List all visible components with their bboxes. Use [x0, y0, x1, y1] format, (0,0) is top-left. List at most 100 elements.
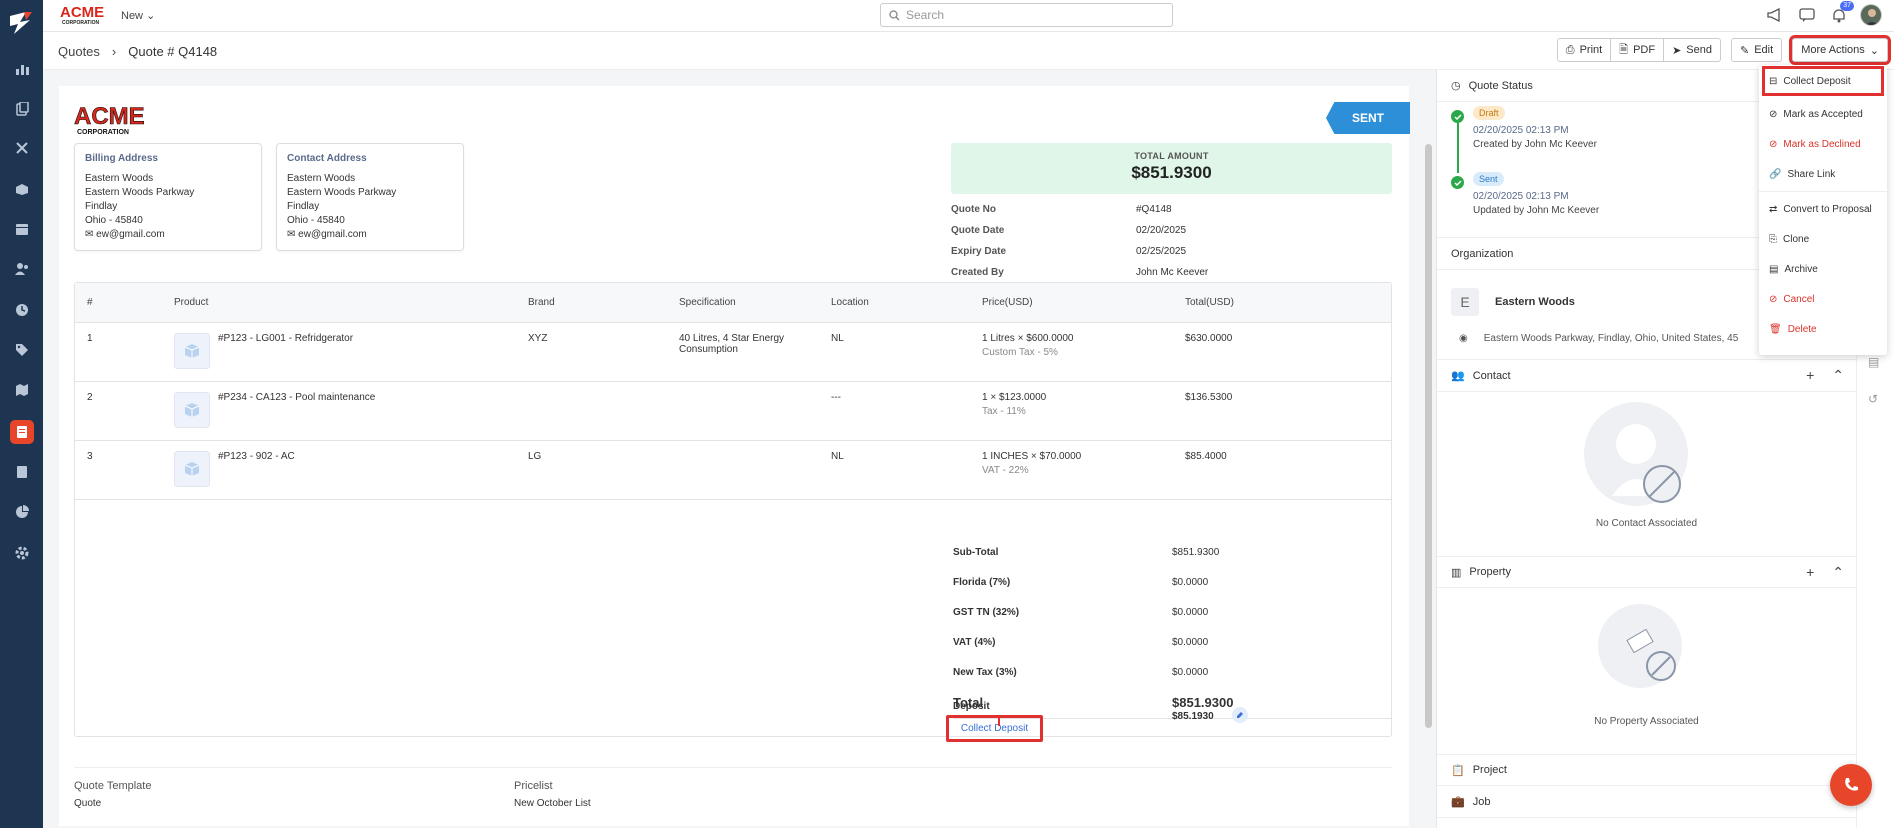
product-name[interactable]: #P123 - 902 - AC — [218, 451, 295, 462]
org-name[interactable]: Eastern Woods — [1495, 296, 1575, 308]
scrollbar-thumb[interactable] — [1425, 144, 1432, 728]
sidebar-documents-icon[interactable] — [0, 92, 43, 126]
sidebar-clock-icon[interactable] — [0, 293, 43, 327]
quote-meta: Quote No #Q4148 Quote Date 02/20/2025 Expi… — [951, 204, 1392, 288]
location: NL — [831, 333, 844, 344]
organization-card[interactable]: E Eastern Woods ◉ Eastern Woods Parkway, … — [1437, 270, 1856, 360]
menu-label: Cancel — [1783, 293, 1815, 305]
edit-button[interactable]: ✎ Edit — [1731, 38, 1783, 62]
sidebar-tag-icon[interactable] — [0, 333, 43, 367]
table-row: 2 #P234 - CA123 - Pool maintenance --- 1… — [75, 382, 1391, 441]
quote-footer-fields: Quote Template Quote Pricelist New October… — [74, 767, 1392, 809]
notes-icon[interactable]: ▤ — [1868, 355, 1880, 369]
chevron-up-icon[interactable]: ⌃ — [1832, 367, 1844, 383]
timeline-by: Created by John Mc Keever — [1473, 139, 1597, 150]
total-key: VAT (4%) — [953, 636, 996, 648]
sidebar-quotes-icon[interactable] — [0, 415, 43, 449]
total-amount-label: TOTAL AMOUNT — [1134, 151, 1209, 161]
sent-pill: Sent — [1473, 172, 1504, 186]
row-number: 2 — [87, 392, 93, 403]
phone-icon — [1845, 778, 1858, 791]
phone-fab[interactable] — [1830, 764, 1872, 806]
menu-label: Mark as Declined — [1783, 138, 1861, 150]
history-icon[interactable]: ↺ — [1868, 392, 1879, 406]
col-header: Specification — [679, 297, 736, 308]
contact-line1: Eastern Woods — [287, 173, 356, 184]
sidebar-dashboard-icon[interactable] — [0, 52, 43, 86]
new-button[interactable]: New ⌄ — [121, 9, 155, 22]
col-header: Total(USD) — [1185, 297, 1234, 308]
location: --- — [831, 392, 841, 403]
menu-clone[interactable]: ⎘ Clone — [1759, 224, 1887, 254]
grand-total-key: Total — [953, 695, 984, 710]
sidebar-calendar-icon[interactable] — [0, 212, 43, 246]
menu-convert-proposal[interactable]: ⇄ Convert to Proposal — [1759, 194, 1887, 224]
job-header: 💼Job ⌃ — [1437, 786, 1856, 818]
convert-icon: ⇄ — [1769, 203, 1778, 215]
timeline-item: Sent 02/20/2025 02:13 PM Updated by John… — [1451, 172, 1856, 238]
menu-collect-deposit[interactable]: ⊟ Collect Deposit — [1762, 66, 1884, 96]
tax: Custom Tax - 5% — [982, 347, 1058, 358]
cancel-icon: ⊘ — [1769, 293, 1778, 305]
meta-key: Created By — [951, 267, 1004, 278]
pdf-icon: 🗎 — [1619, 43, 1629, 56]
edit-deposit-icon[interactable] — [1232, 707, 1248, 723]
company-logo: ACME CORPORATION — [74, 102, 154, 139]
acme-logo[interactable]: ACME CORPORATION — [59, 3, 109, 26]
sidebar-invoices-icon[interactable] — [0, 455, 43, 489]
announcement-icon[interactable] — [1764, 4, 1786, 26]
notification-bell-icon[interactable]: 37 — [1828, 1, 1854, 26]
menu-share-link[interactable]: 🔗 Share Link — [1759, 159, 1887, 189]
chat-icon[interactable] — [1796, 4, 1818, 26]
clipboard-icon: 📋 — [1451, 764, 1465, 777]
main-scrollbar[interactable] — [1422, 70, 1436, 828]
collect-deposit-link[interactable]: Collect Deposit — [946, 715, 1043, 742]
sidebar-tools-icon[interactable] — [0, 131, 43, 165]
sidebar-contacts-icon[interactable] — [0, 252, 43, 286]
email-icon: ✉ — [287, 229, 296, 240]
add-contact-icon[interactable]: + — [1806, 367, 1815, 383]
line-total: $136.5300 — [1185, 392, 1233, 403]
breadcrumb-quotes[interactable]: Quotes — [58, 44, 100, 59]
menu-delete[interactable]: 🗑 Delete — [1759, 314, 1887, 344]
status-timeline: Draft 02/20/2025 02:13 PM Created by Joh… — [1437, 102, 1856, 238]
no-property-text: No Property Associated — [1594, 716, 1699, 727]
acme-logo-sub: CORPORATION — [62, 20, 100, 25]
menu-mark-accepted[interactable]: ⊘ Mark as Accepted — [1759, 99, 1887, 129]
total-key: GST TN (32%) — [953, 606, 1020, 618]
property-title: Property — [1469, 566, 1511, 578]
location: NL — [831, 451, 844, 462]
more-actions-button[interactable]: More Actions ⌄ — [1789, 35, 1891, 65]
send-button[interactable]: ➤ Send — [1663, 38, 1721, 62]
menu-cancel[interactable]: ⊘ Cancel — [1759, 284, 1887, 314]
product-name[interactable]: #P234 - CA123 - Pool maintenance — [218, 392, 376, 403]
meta-key: Quote No — [951, 204, 996, 215]
app-logo-icon[interactable] — [6, 8, 36, 38]
search-input[interactable]: Search — [880, 3, 1173, 27]
trash-icon: 🗑 — [1769, 323, 1782, 335]
chevron-up-icon[interactable]: ⌃ — [1832, 563, 1844, 580]
sidebar-reports-icon[interactable] — [0, 495, 43, 529]
sidebar-settings-icon[interactable] — [0, 536, 43, 570]
chevron-down-icon: ⌄ — [1869, 44, 1879, 57]
company-logo-text: ACME — [74, 103, 145, 130]
specification — [679, 392, 831, 440]
main-content: ACME CORPORATION SENT Billing Address Eas… — [43, 70, 1422, 828]
user-avatar[interactable] — [1860, 4, 1882, 26]
menu-archive[interactable]: ▤ Archive — [1759, 254, 1887, 284]
total-amount-box: TOTAL AMOUNT $851.9300 — [951, 143, 1392, 194]
meta-value: 02/20/2025 — [1136, 225, 1187, 236]
pdf-button[interactable]: 🗎 PDF — [1610, 38, 1665, 62]
menu-mark-declined[interactable]: ⊘ Mark as Declined — [1759, 129, 1887, 159]
menu-label: Clone — [1783, 233, 1810, 245]
price: 1 Litres × $600.0000 — [982, 333, 1074, 344]
product-name[interactable]: #P123 - LG001 - Refridgerator — [218, 333, 354, 344]
sidebar-inventory-icon[interactable] — [0, 172, 43, 206]
organization-header: Organization — [1437, 238, 1856, 270]
project-header: 📋Project + — [1437, 754, 1856, 786]
billing-line4: Ohio - 45840 — [85, 215, 143, 226]
add-property-icon[interactable]: + — [1806, 563, 1815, 580]
sidebar-map-icon[interactable] — [0, 373, 43, 407]
print-button[interactable]: ⎙ Print — [1556, 38, 1612, 62]
page-header: Quotes › Quote # Q4148 ⎙ Print 🗎 PDF ➤ Send… — [43, 32, 1894, 70]
